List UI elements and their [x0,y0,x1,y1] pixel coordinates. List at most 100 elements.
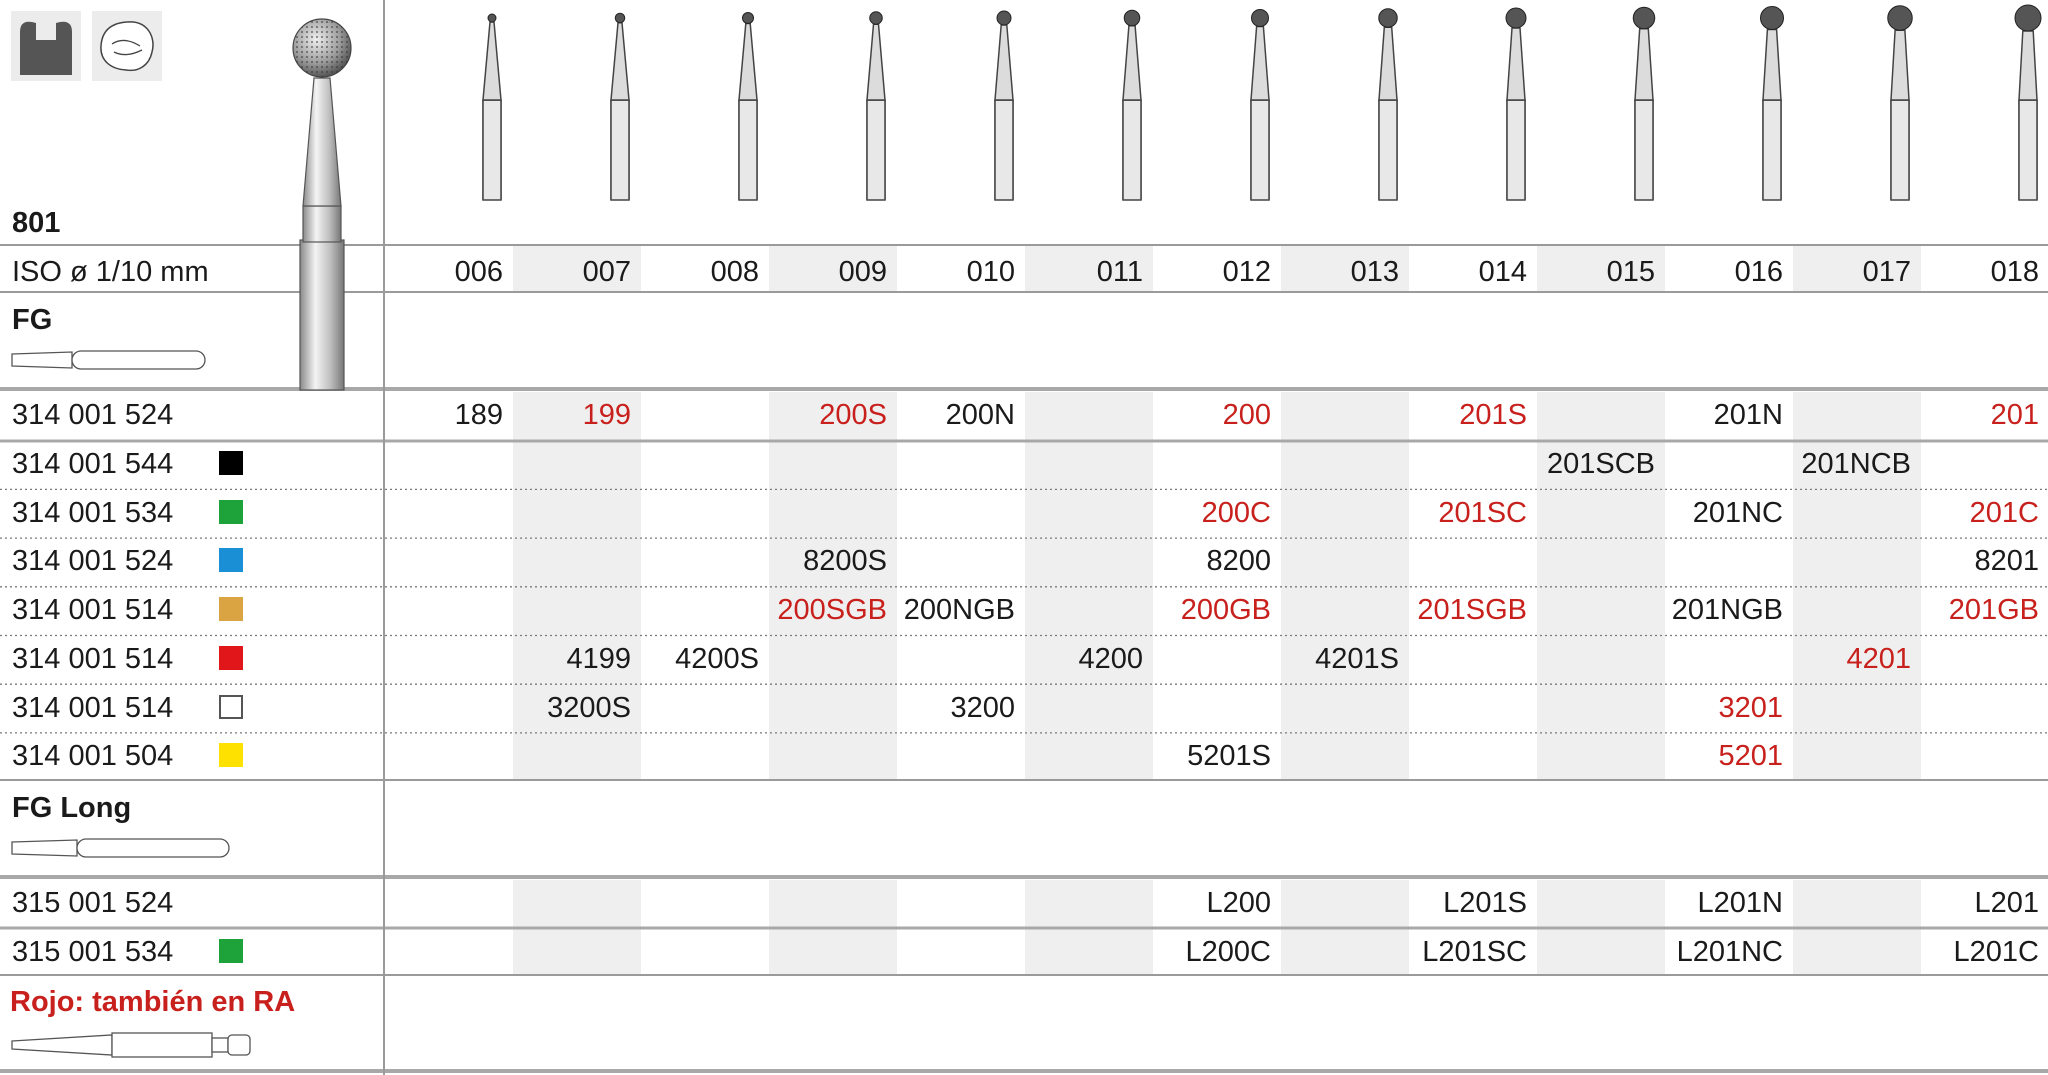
product-code: 201 [1990,399,2039,432]
product-code: 199 [582,399,631,432]
size-header: 013 [1350,256,1399,288]
product-code: L201S [1443,887,1527,920]
bur-head-012 [1250,9,1270,201]
product-code: 200C [1201,496,1271,529]
column-shade [769,392,897,780]
size-header: 010 [966,256,1015,288]
color-code-swatch [219,597,243,622]
column-shade [1281,392,1409,780]
product-code: 4199 [566,642,631,675]
color-code-swatch [219,499,243,524]
product-code: 4200 [1078,642,1143,675]
size-header: 011 [1096,256,1143,288]
product-code: L201N [1697,887,1783,920]
section-label-fg: FG [12,304,53,336]
size-header: 008 [710,256,759,288]
color-code-swatch [219,743,243,768]
size-header: 015 [1606,256,1655,288]
product-code: 8201 [1974,545,2039,578]
size-header: 007 [582,256,631,288]
product-code: 8200S [803,545,887,578]
product-code: 201NC [1692,496,1783,529]
color-code-swatch [219,548,243,573]
column-shade [769,245,897,292]
footer-note: Rojo: también en RA [10,986,296,1018]
product-code: L200 [1206,887,1271,920]
product-code: L200C [1185,936,1271,969]
column-shade [513,245,641,292]
bur-head-010 [994,10,1014,201]
reference-number: 314 001 514 [12,642,174,675]
column-shade [1025,245,1153,292]
color-code-swatch [219,451,243,476]
color-code-swatch [219,694,243,719]
size-header: 014 [1478,256,1527,288]
size-header: 012 [1222,256,1271,288]
product-code: 5201 [1718,740,1783,773]
color-code-swatch [219,645,243,670]
product-code: 201C [1969,496,2039,529]
product-code: 200S [819,399,887,432]
product-code: 4200S [675,642,759,675]
product-code: 201SC [1438,496,1527,529]
product-code: 3200S [547,691,631,724]
product-code: 8200 [1206,545,1271,578]
bur-head-007 [610,12,630,201]
bur-head-018 [2014,4,2042,201]
column-shade [1281,245,1409,292]
column-shade [513,392,641,780]
column-shade [1537,392,1665,780]
bur-head-017 [1887,5,1913,201]
reference-number: 315 001 534 [12,936,174,969]
section-label-fg-long: FG Long [12,792,132,824]
product-code: 200N [945,399,1015,432]
size-header: 006 [454,256,503,288]
bur-illustration [292,18,352,391]
product-code: L201NC [1676,936,1783,969]
product-code: 201SGB [1417,594,1527,627]
reference-number: 314 001 524 [12,399,174,432]
iso-size-label: ISO ø 1/10 mm [12,256,209,288]
reference-number: 314 001 514 [12,594,174,627]
product-code: L201 [1974,887,2039,920]
bur-head-011 [1122,9,1142,201]
product-code: 201S [1459,399,1527,432]
product-code: 201N [1713,399,1783,432]
size-header: 018 [1990,256,2039,288]
product-code: L201SC [1422,936,1527,969]
reference-number: 314 001 534 [12,496,174,529]
product-code: 3201 [1718,691,1783,724]
crown-prep-icon [11,11,81,81]
product-code: 201GB [1948,594,2039,627]
shank-fg-icon [11,350,206,370]
reference-number: 314 001 524 [12,545,174,578]
bur-head-013 [1378,8,1398,201]
product-code: 4201 [1846,642,1911,675]
shank-fg-long-icon [11,838,230,858]
shank-ra-icon [11,1032,251,1058]
reference-number: 314 001 514 [12,691,174,724]
occlusal-view-icon [92,11,162,81]
product-code: 200GB [1180,594,1271,627]
product-code: 4201S [1315,642,1399,675]
bur-head-016 [1760,6,1784,201]
product-code: 5201S [1187,740,1271,773]
size-header: 009 [838,256,887,288]
product-code: L201C [1953,936,2039,969]
size-header: 017 [1862,256,1911,288]
product-code: 200 [1222,399,1271,432]
product-code: 3200 [950,691,1015,724]
column-shade [1793,245,1921,292]
product-code: 189 [454,399,503,432]
model-number: 801 [12,207,61,239]
product-code: 201NCB [1801,448,1911,481]
reference-number: 314 001 504 [12,740,174,773]
reference-number: 314 001 544 [12,448,174,481]
product-code: 200SGB [777,594,887,627]
size-header: 016 [1734,256,1783,288]
bur-head-008 [738,12,758,201]
bur-head-006 [482,13,502,201]
product-code: 201NGB [1671,594,1783,627]
bur-head-009 [866,11,886,201]
